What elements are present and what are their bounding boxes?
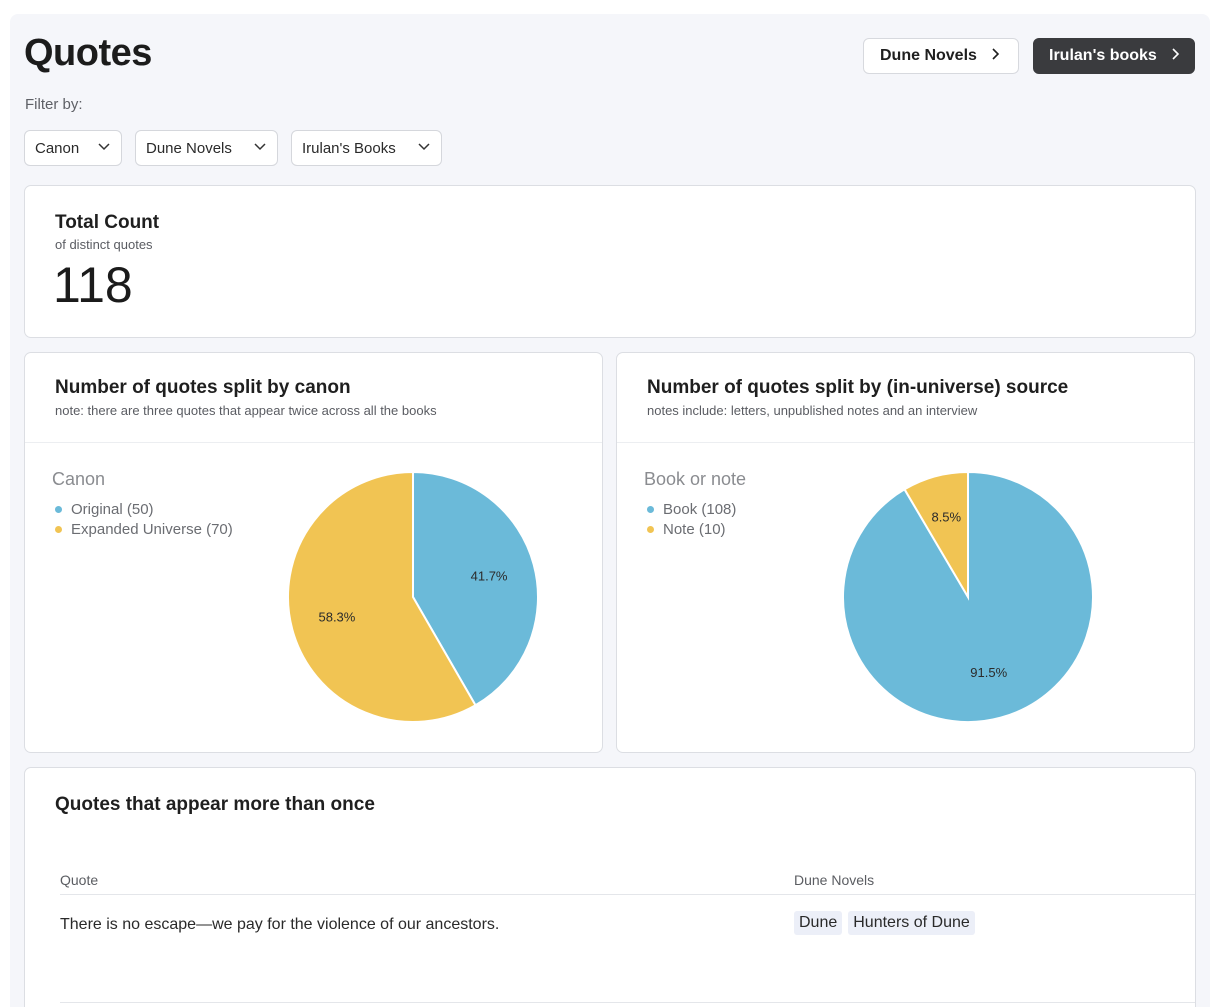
legend-item-book[interactable]: Book (108) — [647, 501, 736, 518]
column-header-dune-novels[interactable]: Dune Novels — [794, 872, 875, 888]
source-chart-title: Number of quotes split by (in-universe) … — [647, 377, 1069, 398]
pie-slice-label: 91.5% — [970, 665, 1007, 680]
chevron-down-icon — [417, 139, 431, 153]
pie-slice-label: 58.3% — [318, 609, 355, 624]
irulans-books-filter-dropdown[interactable]: Irulan's Books — [291, 130, 442, 166]
pie-slice-label: 8.5% — [931, 509, 961, 524]
legend-item-original[interactable]: Original (50) — [55, 501, 154, 518]
novel-tag[interactable]: Hunters of Dune — [848, 911, 975, 935]
page-title: Quotes — [24, 32, 152, 74]
legend-label: Original (50) — [71, 501, 154, 518]
pie-slice-expanded-universe[interactable] — [287, 470, 477, 723]
dune-novels-nav-label: Dune Novels — [880, 47, 977, 64]
canon-pie-chart: 41.7% 58.3% — [287, 470, 539, 723]
legend-label: Expanded Universe (70) — [71, 521, 233, 538]
source-legend-title: Book or note — [644, 469, 747, 489]
legend-item-expanded-universe[interactable]: Expanded Universe (70) — [55, 521, 233, 538]
legend-dot — [55, 526, 62, 533]
chevron-right-icon — [991, 47, 1001, 66]
canon-legend-title: Canon — [52, 469, 106, 489]
column-header-quote[interactable]: Quote — [60, 872, 99, 888]
source-pie-chart: 91.5% 8.5% — [842, 470, 1094, 723]
legend-label: Note (10) — [663, 521, 726, 538]
filter-label: Filter by: — [25, 96, 83, 113]
repeated-quotes-title: Quotes that appear more than once — [55, 794, 375, 815]
dune-novels-filter-label: Dune Novels — [146, 139, 232, 157]
pie-slice-book[interactable] — [842, 470, 1094, 723]
total-count-subtitle: of distinct quotes — [55, 237, 153, 252]
total-count-value: 118 — [53, 257, 133, 313]
divider — [617, 442, 1194, 443]
canon-chart-title: Number of quotes split by canon — [55, 377, 351, 398]
irulans-books-filter-label: Irulan's Books — [302, 139, 396, 157]
table-cell-quote: There is no escape—we pay for the violen… — [60, 916, 500, 933]
source-chart-card: Number of quotes split by (in-universe) … — [616, 352, 1195, 753]
chevron-right-icon — [1171, 47, 1181, 66]
table-cell-novels: Dune Hunters of Dune — [794, 911, 975, 935]
canon-chart-card: Number of quotes split by canon note: th… — [24, 352, 603, 753]
divider — [60, 1002, 1195, 1003]
canon-filter-dropdown[interactable]: Canon — [24, 130, 122, 166]
irulans-books-nav-label: Irulan's books — [1049, 47, 1157, 64]
chevron-down-icon — [97, 139, 111, 153]
pie-slice-note[interactable] — [903, 470, 969, 601]
legend-dot — [647, 506, 654, 513]
legend-item-note[interactable]: Note (10) — [647, 521, 726, 538]
canon-chart-subtitle: note: there are three quotes that appear… — [55, 403, 437, 418]
legend-dot — [55, 506, 62, 513]
divider — [25, 442, 602, 443]
divider — [60, 894, 1195, 895]
source-chart-subtitle: notes include: letters, unpublished note… — [647, 403, 978, 418]
page: Quotes Dune Novels Irulan's books Filter… — [10, 14, 1210, 1007]
chevron-down-icon — [253, 139, 267, 153]
canon-filter-label: Canon — [35, 139, 80, 157]
total-count-title: Total Count — [55, 212, 160, 233]
dune-novels-filter-dropdown[interactable]: Dune Novels — [135, 130, 278, 166]
irulans-books-nav-button[interactable]: Irulan's books — [1033, 38, 1195, 74]
repeated-quotes-card: Quotes that appear more than once Quote … — [24, 767, 1196, 1007]
pie-slice-original[interactable] — [412, 470, 539, 707]
legend-label: Book (108) — [663, 501, 737, 518]
total-count-card: Total Count of distinct quotes 118 — [24, 185, 1196, 338]
novel-tag[interactable]: Dune — [794, 911, 843, 935]
legend-dot — [647, 526, 654, 533]
pie-slice-label: 41.7% — [471, 569, 508, 584]
dune-novels-nav-button[interactable]: Dune Novels — [863, 38, 1019, 74]
